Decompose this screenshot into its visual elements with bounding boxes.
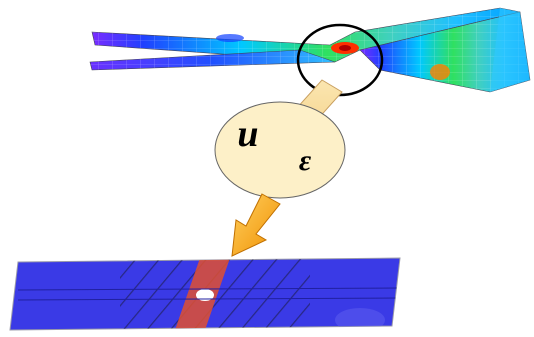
diagram: u ε (0, 0, 534, 337)
label-epsilon: ε (299, 144, 312, 177)
arrow-down (232, 194, 280, 256)
plate-model (10, 255, 400, 335)
bubble (215, 102, 345, 198)
label-u: u (237, 113, 258, 155)
fe-model (90, 8, 530, 92)
